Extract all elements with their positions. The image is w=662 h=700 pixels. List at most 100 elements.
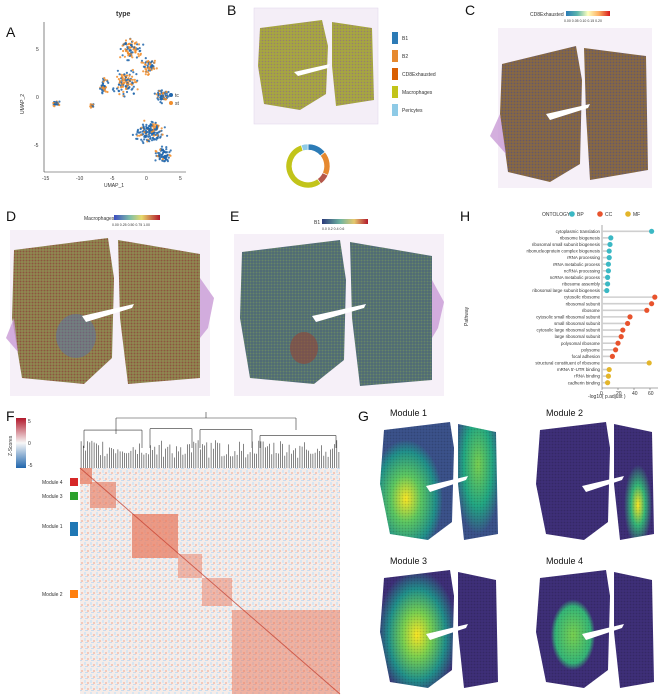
go-term-label: cytosolic large ribosomal subunit bbox=[537, 328, 601, 333]
umap-cell-point bbox=[117, 78, 120, 81]
heatmap-blocks bbox=[79, 467, 341, 695]
go-lollipop-point bbox=[613, 347, 619, 353]
umap-cell-point bbox=[100, 84, 103, 87]
umap-cell-point bbox=[166, 134, 169, 137]
umap-cell-point bbox=[121, 54, 124, 57]
module-label: Module 3 bbox=[42, 494, 63, 500]
go-lollipop-point bbox=[605, 281, 611, 287]
umap-cell-point bbox=[127, 77, 130, 80]
umap-cell-point bbox=[144, 70, 147, 73]
umap-cell-point bbox=[152, 124, 155, 127]
go-term-label: cadherin binding bbox=[568, 380, 601, 385]
go-lollipop-point bbox=[618, 334, 624, 340]
umap-cell-point bbox=[148, 131, 151, 134]
umap-cell-point bbox=[167, 95, 170, 98]
umap-ylabel: UMAP_2 bbox=[20, 94, 26, 114]
umap-cell-point bbox=[144, 73, 147, 76]
go-lollipop-point bbox=[605, 274, 611, 280]
umap-cell-point bbox=[125, 87, 128, 90]
cell-type-swatch bbox=[392, 50, 398, 62]
cell-type-legend: B1 B2 CD8Exhausted Macrophages Pericytes bbox=[392, 32, 436, 116]
umap-cell-point bbox=[53, 105, 56, 108]
umap-cell-point bbox=[147, 126, 150, 129]
umap-cell-point bbox=[143, 119, 146, 122]
umap-cell-point bbox=[154, 159, 157, 162]
macro-colorbar bbox=[114, 215, 160, 220]
umap-cell-point bbox=[162, 156, 165, 159]
umap-xtick-1: -10 bbox=[76, 176, 83, 182]
module-labels: Module 4 Module 3 Module 1 Module 2 bbox=[42, 478, 78, 598]
module-heatmap: 5 0 -5 Z-Scores Module 4 Module 3 Module 1… bbox=[8, 412, 341, 695]
umap-cell-point bbox=[160, 89, 163, 92]
cell-type-donut bbox=[285, 143, 331, 189]
umap-cell-point bbox=[106, 90, 109, 94]
go-lollipop-point bbox=[606, 366, 612, 373]
umap-cell-point bbox=[141, 133, 145, 136]
umap-cell-point bbox=[127, 83, 130, 86]
umap-cell-point bbox=[101, 89, 104, 92]
umap-cell-point bbox=[164, 158, 167, 161]
umap-cell-point bbox=[154, 121, 157, 124]
umap-cell-point bbox=[119, 56, 122, 59]
umap-cell-point bbox=[147, 133, 150, 136]
umap-cell-point bbox=[152, 134, 155, 137]
umap-cell-point bbox=[159, 148, 162, 151]
go-enrichment-chart: ONTOLOGY BP CC MF 0 20 40 60 cytoplasmic transl… bbox=[464, 211, 658, 400]
umap-cell-point bbox=[162, 91, 165, 94]
cell-type-swatch bbox=[392, 68, 398, 80]
umap-cell-point bbox=[125, 71, 128, 74]
umap-cell-point bbox=[128, 46, 132, 49]
umap-cell-point bbox=[126, 78, 129, 81]
umap-cell-point bbox=[158, 89, 161, 93]
umap-cell-point bbox=[158, 158, 161, 161]
module-color-bar bbox=[70, 492, 78, 500]
umap-cell-point bbox=[137, 52, 140, 56]
umap-cell-point bbox=[168, 151, 171, 154]
umap-cell-point bbox=[158, 92, 162, 96]
umap-cell-point bbox=[115, 87, 119, 90]
umap-cell-point bbox=[159, 135, 162, 138]
tissue-left-e bbox=[240, 240, 346, 384]
umap-cell-point bbox=[144, 134, 147, 137]
ontology-legend-label: CC bbox=[605, 212, 613, 218]
umap-ytick-0: 5 bbox=[36, 47, 39, 53]
dendrogram-branches bbox=[80, 412, 340, 468]
go-term-label: ncRNA metabolic process bbox=[550, 275, 601, 280]
umap-cell-point bbox=[101, 92, 104, 95]
cd8-colorbar-ticks: 0.00 0.05 0.10 0.15 0.20 bbox=[564, 19, 602, 23]
umap-cell-point bbox=[134, 42, 137, 45]
umap-cell-point bbox=[145, 131, 148, 134]
umap-cell-point bbox=[131, 81, 134, 84]
umap-cell-point bbox=[136, 88, 139, 91]
umap-cell-point bbox=[101, 87, 104, 90]
umap-cell-point bbox=[156, 134, 159, 137]
umap-cell-point bbox=[153, 61, 156, 64]
ontology-legend: ONTOLOGY BP CC MF bbox=[542, 211, 640, 218]
umap-cell-point bbox=[123, 73, 126, 76]
umap-cell-point bbox=[124, 85, 128, 88]
umap-cell-point bbox=[169, 149, 172, 152]
umap-cell-point bbox=[130, 83, 133, 86]
umap-cell-point bbox=[89, 105, 92, 108]
umap-cell-point bbox=[103, 89, 106, 92]
go-lollipop-point bbox=[608, 235, 614, 241]
umap-cell-point bbox=[161, 151, 165, 155]
ontology-legend-title: ONTOLOGY bbox=[542, 212, 571, 218]
umap-cell-point bbox=[118, 73, 121, 76]
cell-type-spatial: B1 B2 CD8Exhausted Macrophages Pericytes bbox=[253, 7, 436, 189]
umap-cell-point bbox=[135, 56, 138, 59]
umap-cell-point bbox=[121, 44, 124, 47]
umap-cell-point bbox=[124, 39, 128, 42]
umap-cell-point bbox=[161, 159, 164, 162]
panel-letter-d: D bbox=[6, 208, 17, 224]
zscore-tick-0: 5 bbox=[28, 419, 31, 425]
b1-spatial: B1 0.0 0.2 0.4 0.6 bbox=[234, 219, 444, 396]
umap-cell-point bbox=[165, 146, 168, 149]
umap-cell-point bbox=[143, 131, 146, 134]
umap-cell-point bbox=[153, 128, 157, 131]
cd8-colorbar-label: CD8Exhausted bbox=[530, 12, 564, 18]
cell-type-legend-label: CD8Exhausted bbox=[402, 72, 436, 78]
umap-cell-point bbox=[118, 79, 122, 82]
umap-cell-point bbox=[152, 137, 155, 140]
go-term-label: large ribosomal subunit bbox=[555, 334, 601, 339]
